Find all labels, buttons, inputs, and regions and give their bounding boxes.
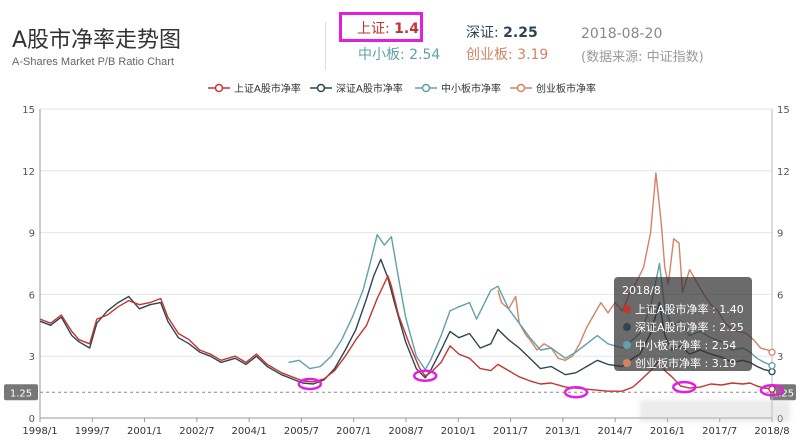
- highlight-ellipse-1: [412, 369, 438, 383]
- stat-chinext-value: 3.19: [517, 47, 549, 63]
- xtick-14: 2018/8: [754, 426, 789, 437]
- ytick-left-5: 15: [22, 105, 35, 116]
- header-divider: [325, 22, 326, 70]
- xtick-0: 1998/1: [22, 426, 57, 437]
- data-source: (数据来源: 中证指数): [581, 50, 704, 65]
- xtick-1: 1999/7: [75, 426, 110, 437]
- xtick-10: 2013/1: [545, 426, 580, 437]
- ytick-right-5: 15: [777, 105, 790, 116]
- ytick-left-2: 6: [29, 290, 35, 301]
- xtick-9: 2011/7: [493, 426, 528, 437]
- tooltip-dot-0: [623, 305, 631, 313]
- xtick-2: 2001/1: [127, 426, 162, 437]
- legend-label-0: 上证A股市净率: [234, 82, 301, 95]
- xtick-4: 2004/1: [232, 426, 267, 437]
- stat-chinext: 创业板: 3.19: [466, 47, 549, 63]
- stat-shanghai: 上证: 1.4: [357, 21, 419, 37]
- xtick-8: 2010/1: [441, 426, 476, 437]
- watermark: [640, 400, 790, 422]
- stat-shenzhen-label: 深证: [466, 25, 494, 41]
- reference-label-right: 1.25: [772, 388, 794, 399]
- legend-marker-1: [316, 83, 326, 93]
- stat-chinext-label: 创业板: [466, 47, 508, 63]
- tooltip-row-3: 创业板市净率 : 3.19: [635, 356, 736, 370]
- ytick-left-0: 0: [29, 414, 35, 425]
- stat-shanghai-label: 上证: [357, 21, 385, 37]
- legend-label-3: 创业板市净率: [536, 82, 596, 95]
- tooltip-row-1: 深证A股市净率 : 2.25: [635, 320, 744, 334]
- series-endpoint-1: [768, 367, 776, 376]
- highlight-ellipse-0: [297, 377, 323, 391]
- chart-subtitle: A-Shares Market P/B Ratio Chart: [12, 56, 175, 68]
- reference-label-bg-left: [4, 384, 38, 401]
- ytick-right-2: 6: [777, 290, 783, 301]
- tooltip-dot-2: [623, 341, 631, 349]
- tooltip-bg: [614, 277, 752, 371]
- xtick-6: 2007/1: [336, 426, 371, 437]
- stat-shenzhen-value: 2.25: [503, 25, 538, 41]
- highlight-box: [339, 12, 423, 42]
- highlight-ellipse-4: [759, 383, 785, 397]
- xtick-12: 2016/1: [650, 426, 685, 437]
- reference-label-left: 1.25: [10, 388, 32, 399]
- tooltip-dot-1: [623, 323, 631, 331]
- xtick-11: 2014/7: [598, 426, 633, 437]
- ytick-right-3: 9: [777, 229, 783, 240]
- stat-sme-value: 2.54: [409, 47, 441, 63]
- highlight-ellipse-2: [563, 386, 589, 399]
- legend-label-1: 深证A股市净率: [336, 82, 403, 95]
- legend-marker-2: [421, 83, 431, 93]
- tooltip-row-0: 上证A股市净率 : 1.40: [635, 302, 744, 316]
- stat-shenzhen: 深证: 2.25: [466, 25, 538, 41]
- ytick-right-4: 12: [777, 167, 790, 178]
- ytick-right-0: 0: [777, 414, 783, 425]
- ytick-left-1: 3: [29, 352, 35, 363]
- stat-sme-label: 中小板: [358, 47, 400, 63]
- legend-label-2: 中小板市净率: [441, 82, 501, 95]
- data-date: 2018-08-20: [581, 26, 663, 42]
- tooltip-row-2: 中小板市净率 : 2.54: [635, 338, 736, 352]
- xtick-13: 2017/7: [702, 426, 737, 437]
- tooltip-dot-3: [623, 359, 631, 367]
- ytick-left-4: 12: [22, 167, 35, 178]
- series-endpoint-2: [768, 362, 776, 370]
- tooltip: 2018/8 上证A股市净率 : 1.40 深证A股市净率 : 2.25 中小板市净率…: [614, 277, 752, 371]
- series-endpoint-0: [768, 385, 776, 393]
- ytick-left-3: 9: [29, 229, 35, 240]
- series-endpoint-3: [768, 348, 776, 356]
- ytick-right-1: 3: [777, 352, 783, 363]
- xtick-7: 2008/7: [388, 426, 423, 437]
- legend-marker-3: [516, 83, 526, 93]
- tooltip-title: 2018/8: [622, 284, 661, 297]
- stat-sme: 中小板: 2.54: [358, 47, 441, 63]
- stat-shanghai-value: 1.4: [394, 21, 419, 37]
- xtick-5: 2005/7: [284, 426, 319, 437]
- chart-title: A股市净率走势图: [12, 28, 182, 53]
- highlight-ellipse-3: [672, 380, 697, 394]
- xtick-3: 2002/7: [179, 426, 214, 437]
- legend-marker-0: [214, 83, 224, 93]
